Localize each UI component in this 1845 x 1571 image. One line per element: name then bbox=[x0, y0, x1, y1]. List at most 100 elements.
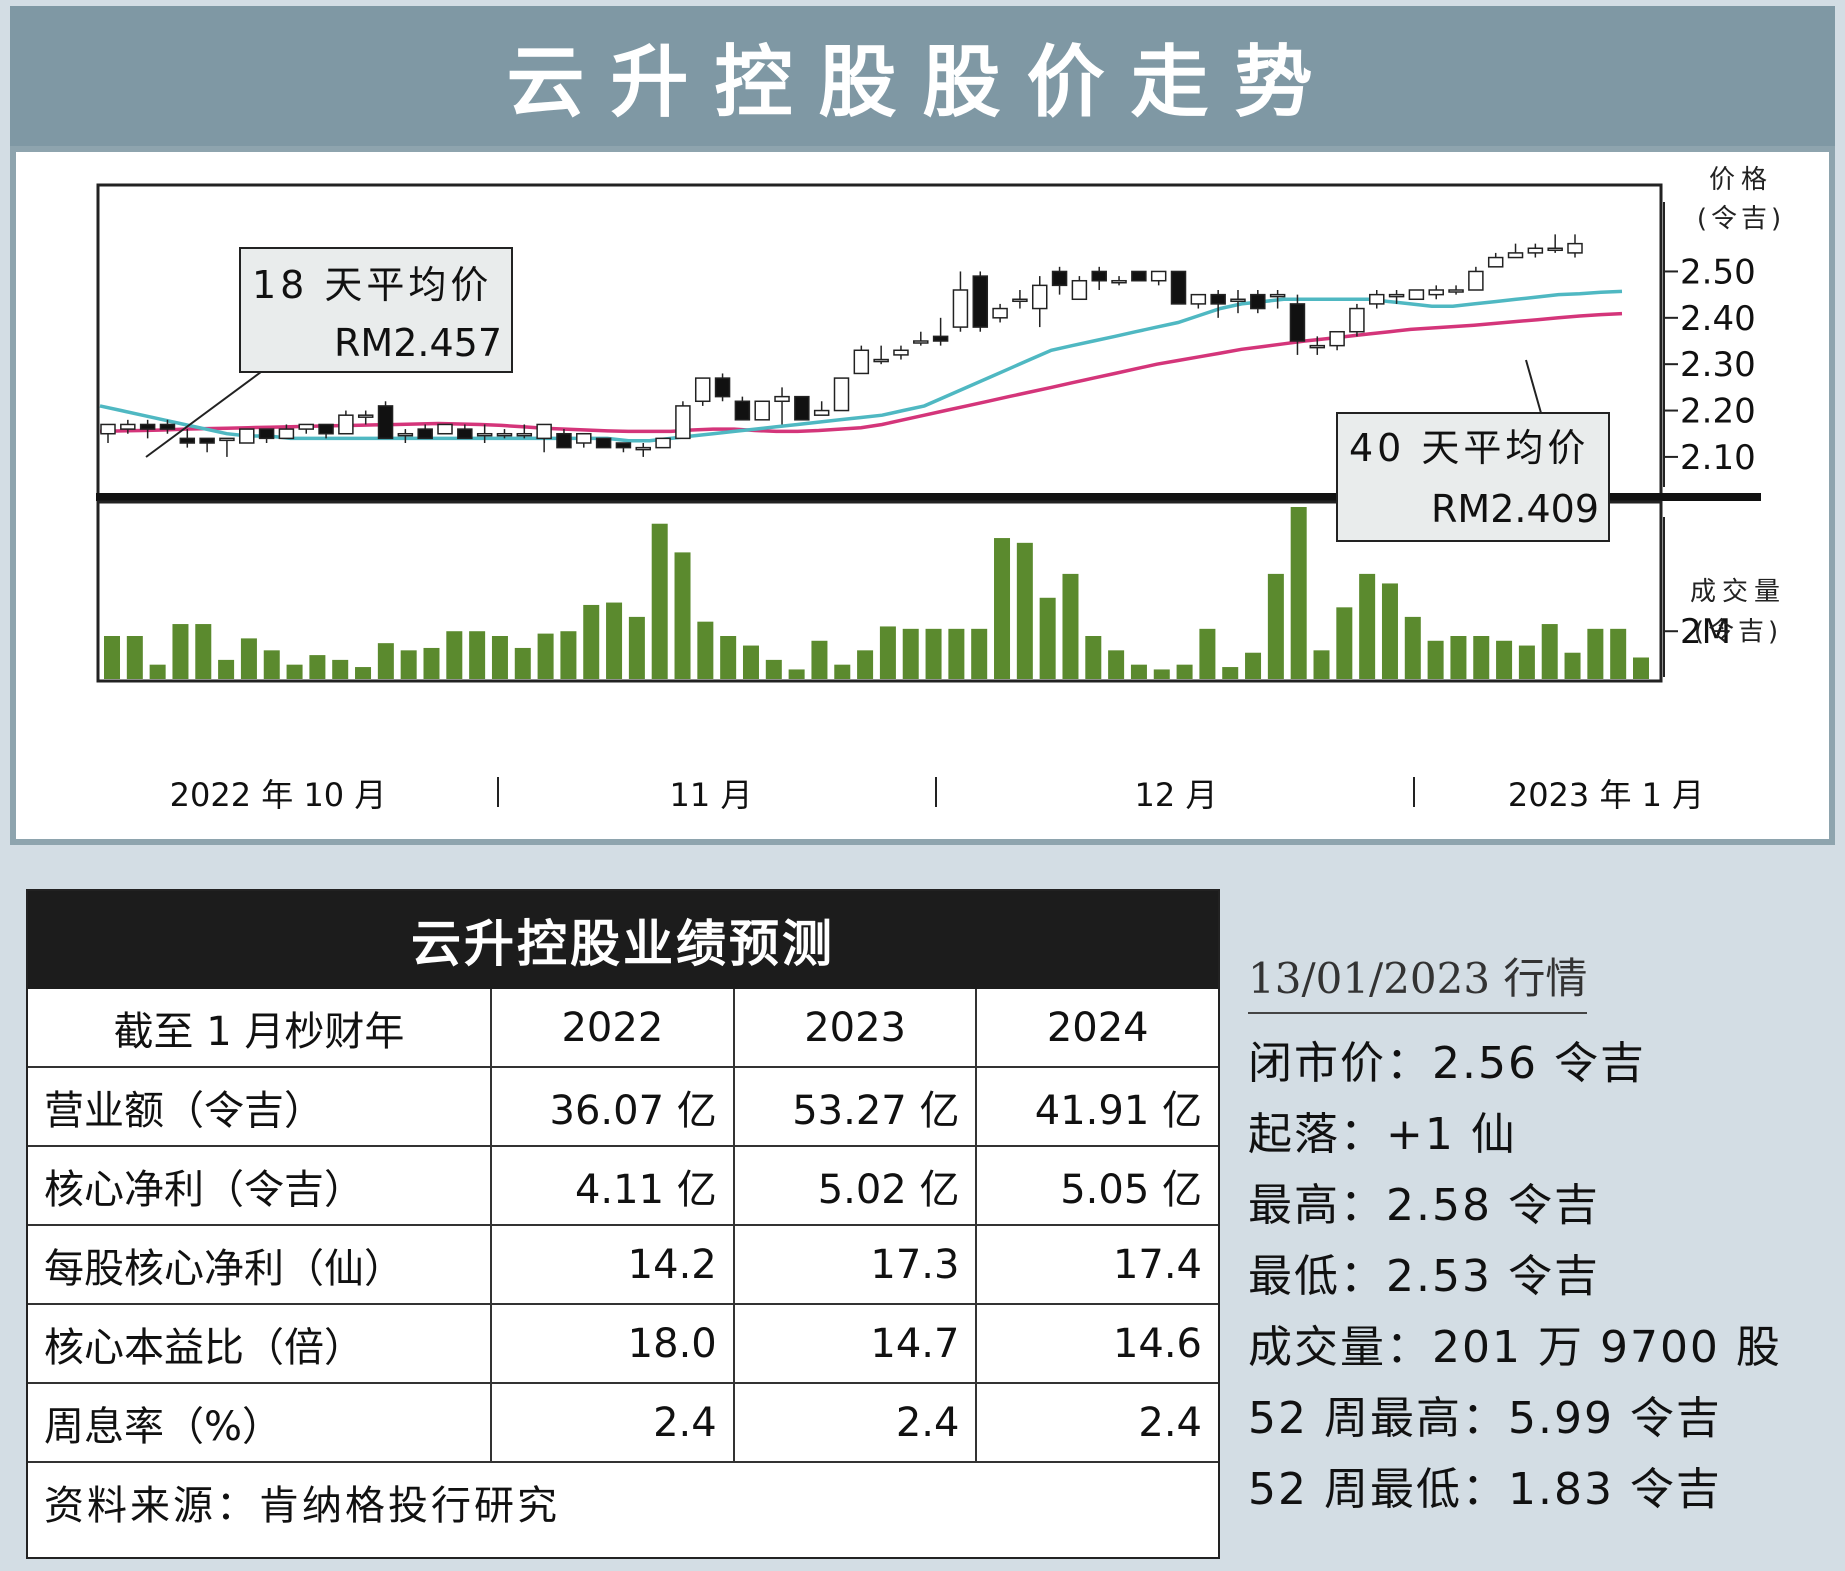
ma40-line bbox=[99, 311, 1623, 434]
candle bbox=[1428, 285, 1444, 300]
volume-bar bbox=[240, 638, 257, 679]
volume-bar bbox=[1427, 640, 1444, 679]
volume-bar bbox=[1359, 573, 1376, 679]
candle bbox=[1170, 270, 1187, 305]
candle bbox=[1230, 290, 1246, 314]
volume-bar bbox=[195, 624, 212, 679]
candle bbox=[615, 442, 632, 453]
volume-bar bbox=[172, 624, 189, 679]
ma40-label-box bbox=[1336, 412, 1610, 542]
candle bbox=[278, 424, 295, 440]
candle bbox=[655, 437, 671, 449]
price-axis-unit: (令吉) bbox=[1697, 204, 1785, 234]
volume-bar bbox=[1290, 507, 1307, 679]
candle bbox=[675, 401, 691, 440]
candle bbox=[258, 428, 275, 443]
price-tick-label: 2.40 bbox=[1680, 299, 1756, 339]
candle bbox=[794, 395, 810, 421]
chart-header: 云升控股股价走势 bbox=[10, 6, 1835, 146]
candle bbox=[952, 271, 969, 332]
ma18-value: RM2.457 bbox=[334, 321, 502, 365]
forecast-grid: 截至 1 月杪财年 2022 2023 2024 营业额（令吉） 36.07 亿 53.27… bbox=[28, 989, 1218, 1540]
candle bbox=[1408, 289, 1425, 301]
candle bbox=[1567, 234, 1583, 258]
volume-bar bbox=[651, 523, 668, 679]
candle bbox=[734, 396, 751, 421]
volume-bar bbox=[104, 636, 120, 679]
x-label-dec: 12 月 bbox=[1135, 776, 1218, 814]
ma40-pointer bbox=[1525, 359, 1542, 414]
volume-bar bbox=[126, 636, 143, 679]
table-row: 核心净利（令吉） 4.11 亿 5.02 亿 5.05 亿 bbox=[28, 1145, 1218, 1226]
volume-bar bbox=[1496, 640, 1513, 679]
forecast-value: 53.27 亿 bbox=[732, 1066, 978, 1147]
chart-panel: 2.50 2.40 2.30 2.20 2.10 2M 价格 (令吉) 成交量 (令吉)… bbox=[10, 146, 1835, 845]
volume-bar bbox=[765, 659, 782, 679]
volume-bar bbox=[263, 650, 280, 679]
volume-bar bbox=[857, 650, 874, 679]
volume-axis-unit: (令吉) bbox=[1694, 617, 1782, 647]
volume-bar bbox=[628, 616, 645, 679]
forecast-row-label: 核心净利（令吉） bbox=[28, 1145, 492, 1226]
candle bbox=[635, 443, 652, 457]
close-price: 闭市价：2.56 令吉 bbox=[1248, 1038, 1646, 1089]
table-row: 核心本益比（倍） 18.0 14.7 14.6 bbox=[28, 1303, 1218, 1384]
candle bbox=[318, 423, 334, 439]
forecast-value: 17.4 bbox=[975, 1224, 1218, 1305]
candle bbox=[774, 387, 790, 425]
candle bbox=[536, 423, 552, 453]
volume-bar bbox=[537, 633, 554, 679]
candle bbox=[853, 345, 870, 375]
volume-bar bbox=[469, 631, 486, 679]
volume-bar bbox=[583, 604, 600, 679]
forecast-value: 2.4 bbox=[975, 1382, 1218, 1463]
candle bbox=[813, 401, 830, 416]
candle bbox=[1388, 290, 1405, 304]
candle bbox=[873, 345, 889, 365]
candle bbox=[1329, 330, 1345, 351]
forecast-header-cell: 2024 bbox=[975, 989, 1218, 1068]
price-tick-label: 2.10 bbox=[1680, 438, 1756, 478]
candle bbox=[1111, 276, 1127, 286]
earnings-forecast-table: 云升控股业绩预测 截至 1 月杪财年 2022 2023 2024 营业额（令吉） 36.… bbox=[26, 889, 1220, 1559]
x-label-oct: 2022 年 10 月 bbox=[170, 776, 387, 814]
candle bbox=[397, 429, 414, 443]
x-label-nov: 11 月 bbox=[670, 776, 753, 814]
volume-bar bbox=[1245, 652, 1262, 679]
candle bbox=[576, 432, 592, 448]
ma18-pointer bbox=[145, 371, 262, 458]
volume-bar bbox=[994, 538, 1011, 679]
volume-bar bbox=[1587, 628, 1604, 679]
table-row: 每股核心净利（仙） 14.2 17.3 17.4 bbox=[28, 1224, 1218, 1305]
candle bbox=[120, 419, 136, 434]
volume-bar bbox=[149, 664, 166, 679]
price-tick-label: 2.50 bbox=[1680, 252, 1756, 292]
forecast-title: 云升控股业绩预测 bbox=[28, 891, 1218, 989]
candle bbox=[457, 424, 473, 440]
candle bbox=[1309, 336, 1326, 355]
volume-bar bbox=[606, 602, 623, 679]
volume: 成交量：201 万 9700 股 bbox=[1248, 1322, 1782, 1373]
volume-bar bbox=[720, 636, 737, 679]
forecast-value: 4.11 亿 bbox=[490, 1145, 735, 1226]
forecast-value: 17.3 bbox=[732, 1224, 978, 1305]
forecast-value: 5.02 亿 bbox=[732, 1145, 978, 1226]
candle bbox=[219, 437, 235, 457]
table-row: 周息率（%） 2.4 2.4 2.4 bbox=[28, 1382, 1218, 1463]
volume-bar bbox=[1633, 657, 1649, 679]
market-date: 13/01/2023 行情 bbox=[1248, 945, 1588, 1014]
candle bbox=[1031, 276, 1048, 328]
candle bbox=[1369, 290, 1385, 309]
candle bbox=[1131, 270, 1147, 282]
ma40-label: 40 天平均价 bbox=[1349, 426, 1589, 470]
candle bbox=[972, 271, 989, 332]
candle bbox=[1012, 290, 1028, 309]
candle bbox=[357, 410, 374, 425]
volume-bar bbox=[1016, 542, 1033, 679]
page-title: 云升控股股价走势 bbox=[506, 38, 1339, 128]
volume-bar bbox=[560, 631, 577, 679]
candle bbox=[239, 428, 255, 444]
volume-bar bbox=[377, 643, 394, 679]
volume-bar bbox=[697, 621, 714, 679]
volume-bar bbox=[674, 552, 691, 679]
